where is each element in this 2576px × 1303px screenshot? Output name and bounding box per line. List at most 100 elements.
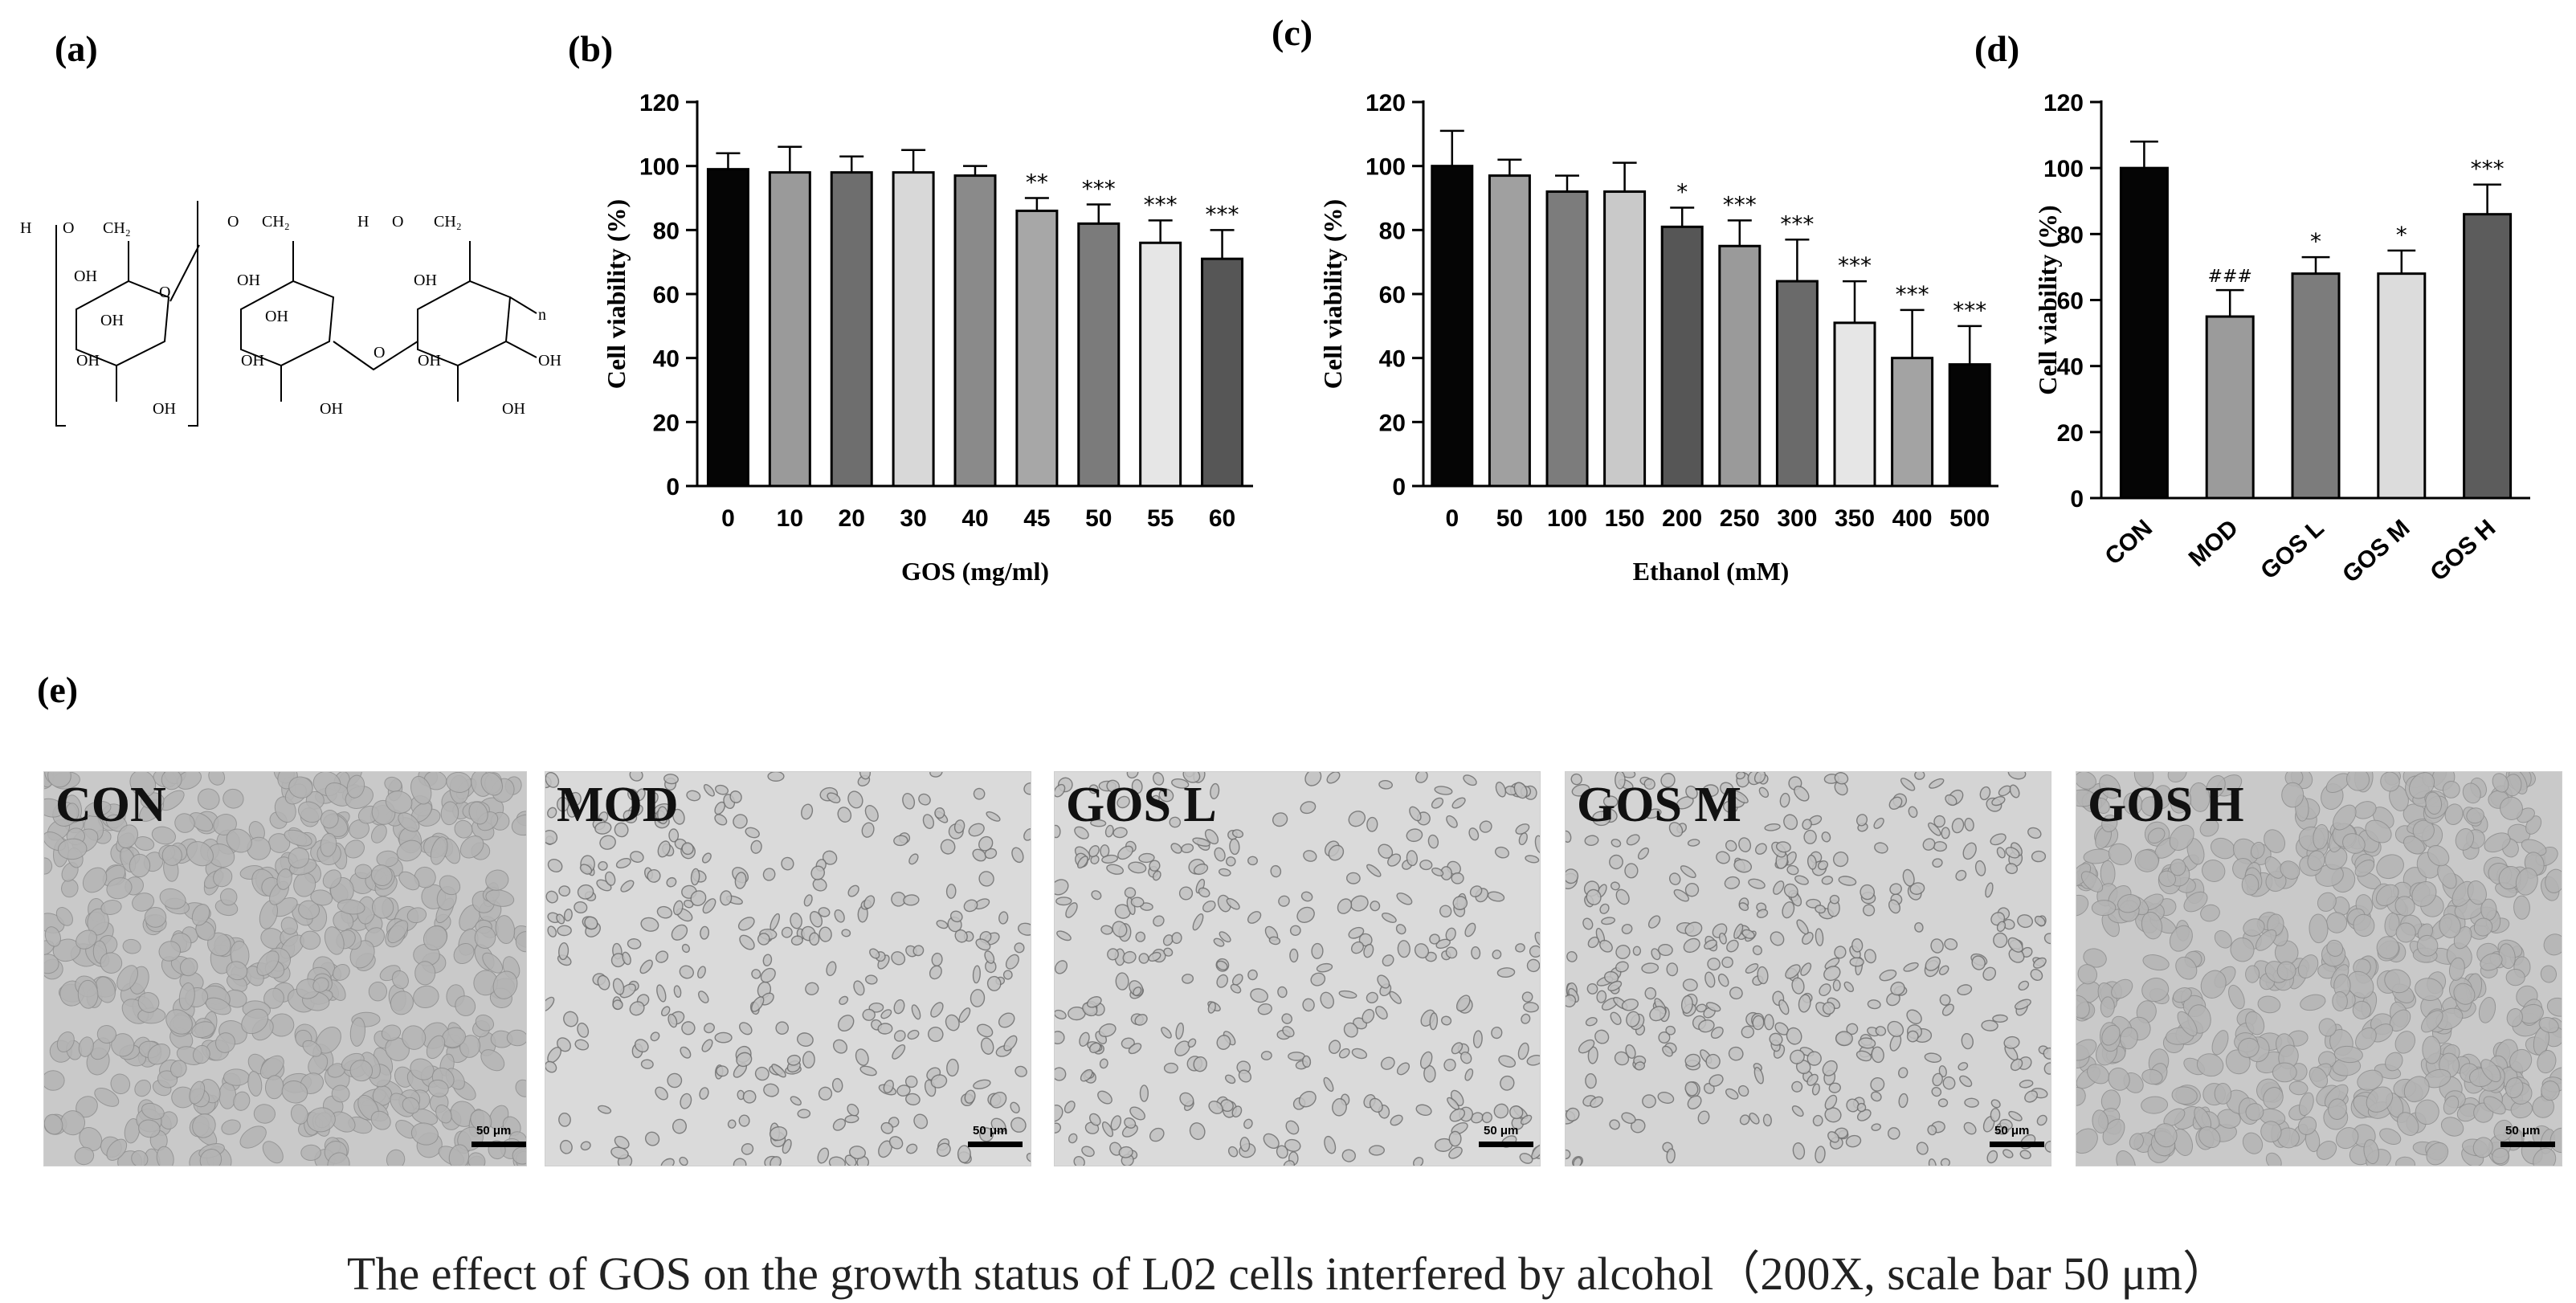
cell [2076,1087,2086,1106]
cell [954,929,968,943]
y-axis-label: Cell viability (%) [602,199,631,389]
cell [427,1079,449,1097]
cell [2019,1080,2034,1089]
cell [94,1087,120,1107]
cell [2272,1062,2297,1083]
cell [1117,845,1133,860]
cell [1409,806,1422,822]
cell [1684,882,1700,897]
cell [1924,1052,1942,1063]
cell [1010,1117,1027,1133]
cell [474,926,496,949]
cell [1498,1055,1517,1068]
cell [1599,939,1613,953]
cell [423,925,447,951]
cell [1198,887,1210,898]
cell [1834,772,1849,785]
cell [818,907,831,917]
y-tick-label: 100 [639,154,680,181]
cell [790,1096,802,1106]
cell [612,978,625,995]
cell [912,945,925,957]
cell [1806,1051,1822,1066]
cell [2448,957,2465,981]
cell-texture [2076,772,2562,1166]
y-tick-label: 100 [1366,154,1406,181]
cell [2545,868,2562,893]
cell [1378,779,1393,790]
cell [763,1083,779,1097]
cell [580,1141,591,1151]
cell [1282,1026,1295,1038]
cell [644,1131,660,1146]
x-tick-label: 60 [1209,505,1235,532]
cell [790,913,802,929]
cell [333,963,350,981]
cell [1445,927,1456,942]
cell [559,1139,573,1154]
cell [648,792,659,805]
scale-bar-label: 50 μm [973,1124,1008,1138]
cell [1298,1090,1317,1108]
y-axis-label: Cell viability (%) [1318,199,1347,389]
cell [739,934,755,950]
cell [1135,931,1146,942]
cell [801,803,814,820]
cell [1441,1015,1452,1026]
cell [1791,1105,1804,1117]
cell [1660,773,1676,788]
cell [1944,938,1958,950]
cell-texture [545,772,1031,1166]
cell [2100,996,2115,1018]
cell [1698,1019,1715,1033]
cell [819,926,832,942]
cell [1791,1080,1803,1093]
cell [1491,1027,1503,1040]
cell [1220,1099,1234,1113]
cell [1906,1030,1919,1043]
cell [940,839,956,855]
cell [2326,939,2344,957]
cell [1570,773,1582,786]
x-tick-label: CON [2100,515,2158,570]
cell [2385,1052,2403,1072]
cell [156,1146,174,1166]
cell [1602,795,1619,808]
cell [1077,856,1088,869]
cell [178,982,195,1011]
cell [963,899,978,913]
cell [116,824,139,849]
cell [640,917,659,932]
cell [2034,915,2046,927]
cell [2111,978,2133,999]
cell [475,1014,495,1031]
cell [862,1008,876,1021]
cell [545,890,558,904]
cell [584,916,598,930]
cell [77,979,99,1009]
y-axis-label: Cell viability (%) [2033,205,2062,394]
cell [684,899,694,909]
cell [810,865,826,880]
cell [129,853,151,878]
cell [165,1009,193,1035]
cell [547,925,557,937]
cell [2238,1037,2260,1058]
cell [1964,817,1974,831]
x-tick-label: 10 [777,505,803,532]
cell [2336,1127,2359,1150]
cell [1757,966,1769,985]
panel-label-e: (e) [37,669,79,710]
cell [2120,1027,2138,1050]
cell [1582,917,1594,930]
cell [1800,962,1812,976]
cell [1346,872,1361,884]
atom-label: O [392,213,403,231]
cell [1055,1105,1063,1122]
cell [2513,895,2530,920]
cell [1990,833,2007,846]
cell [855,1048,869,1066]
cell [699,1087,709,1100]
cell [1303,850,1317,862]
cell [2421,1010,2443,1033]
